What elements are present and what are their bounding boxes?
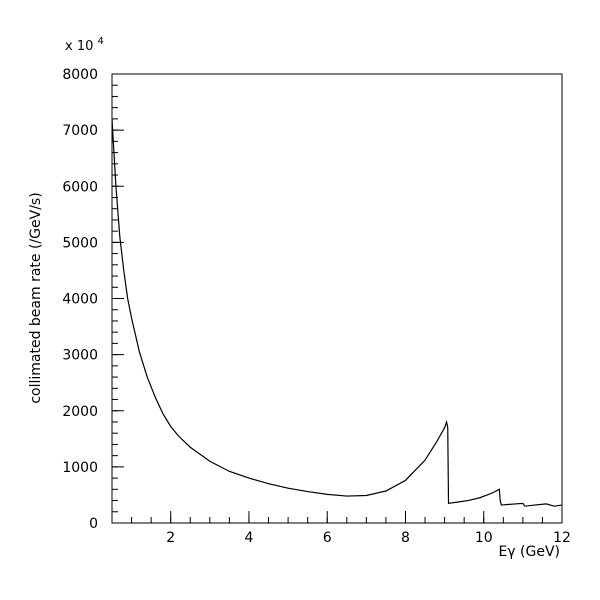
x-tick-labels: 2 4 6 8 10 12	[166, 530, 571, 546]
y-tick-labels: 0 1000 2000 3000 4000 5000 6000 7000 8000	[62, 67, 98, 532]
x-tick-label: 8	[401, 530, 410, 546]
y-axis-multiplier: x 10 4	[65, 36, 104, 54]
y-tick-label: 8000	[62, 67, 98, 83]
y-axis-multiplier-exponent: 4	[98, 36, 104, 47]
x-axis-title: Eγ (GeV)	[498, 544, 560, 560]
x-tick-label: 2	[166, 530, 175, 546]
y-tick-label: 2000	[62, 404, 98, 420]
y-tick-label: 1000	[62, 460, 98, 476]
major-ticks	[112, 73, 563, 524]
y-tick-label: 5000	[62, 235, 98, 251]
x-tick-label: 4	[244, 530, 253, 546]
y-tick-label: 4000	[62, 292, 98, 308]
x-tick-label: 12	[553, 530, 571, 546]
series-line	[111, 118, 563, 507]
y-tick-label: 3000	[62, 348, 98, 364]
x-tick-label: 6	[323, 530, 332, 546]
x-tick-label: 10	[475, 530, 493, 546]
y-tick-label: 0	[89, 516, 98, 532]
y-axis-title: collimated beam rate (/GeV/s)	[28, 192, 44, 403]
y-tick-label: 6000	[62, 179, 98, 195]
y-axis-multiplier-base: x 10	[65, 39, 93, 54]
y-tick-label: 7000	[62, 123, 98, 139]
